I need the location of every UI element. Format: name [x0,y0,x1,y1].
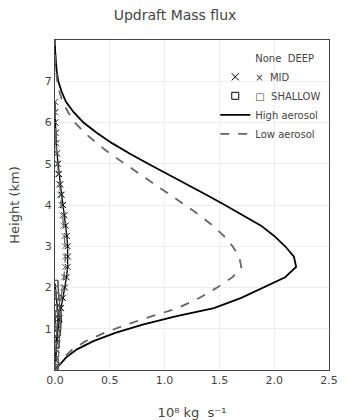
svg-text:Low aerosol: Low aerosol [255,129,314,140]
svg-text:2.5: 2.5 [320,374,338,387]
svg-text:3: 3 [45,240,52,253]
svg-text:0.0: 0.0 [46,374,64,387]
svg-text:High aerosol: High aerosol [255,110,318,121]
svg-text:□ SHALLOW: □ SHALLOW [255,91,320,102]
svg-text:0.5: 0.5 [101,374,119,387]
svg-text:1.5: 1.5 [211,374,229,387]
svg-text:None DEEP: None DEEP [255,53,314,64]
svg-text:6: 6 [45,116,52,129]
svg-text:× MID: × MID [255,72,289,83]
svg-text:5: 5 [45,158,52,171]
svg-text:10⁸ kg s⁻¹: 10⁸ kg s⁻¹ [158,405,227,420]
svg-text:Updraft Mass flux: Updraft Mass flux [114,7,237,23]
svg-text:4: 4 [45,199,52,212]
svg-text:Height (km): Height (km) [7,166,22,243]
svg-text:2.0: 2.0 [265,374,283,387]
svg-text:2: 2 [45,281,52,294]
svg-text:1: 1 [45,323,52,336]
svg-text:7: 7 [45,75,52,88]
svg-text:1.0: 1.0 [156,374,174,387]
